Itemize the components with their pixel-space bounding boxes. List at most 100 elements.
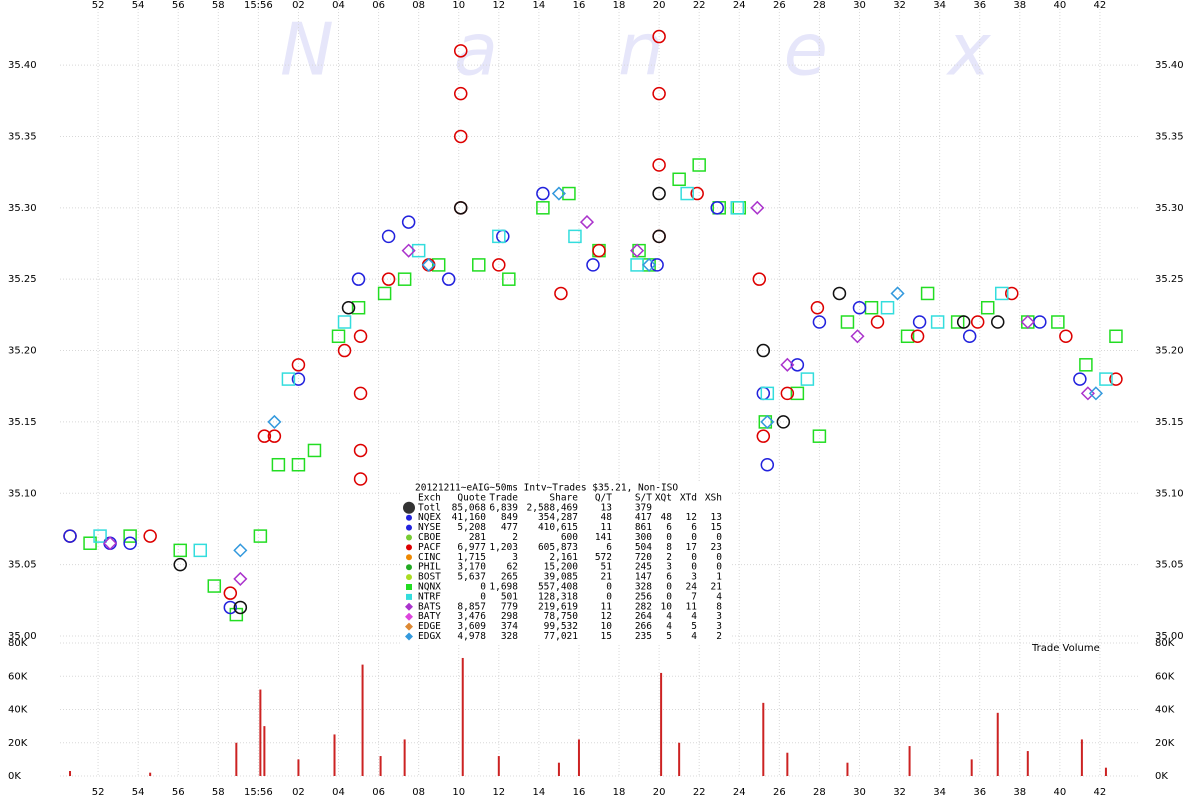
x-tick-label: 56	[172, 787, 185, 798]
trade-marker	[980, 300, 995, 315]
trade-marker	[812, 315, 827, 329]
trade-marker	[397, 272, 412, 286]
trade-marker	[1051, 315, 1065, 329]
trade-marker	[223, 600, 238, 615]
trade-marker	[267, 414, 282, 429]
row-icon	[406, 534, 412, 541]
x-tick-label: 24	[733, 0, 746, 11]
volume-bar	[577, 739, 580, 776]
row-icon	[406, 593, 412, 600]
trade-marker	[1021, 315, 1035, 329]
table-cell: CINC	[418, 552, 441, 563]
table-cell: 219,619	[538, 601, 578, 612]
table-cell: 501	[501, 591, 518, 602]
table-cell: 0	[716, 532, 722, 543]
x-tick-label: 42	[1094, 787, 1107, 798]
table-cell: 354,287	[538, 512, 578, 523]
table-cell: 0	[691, 532, 697, 543]
trade-marker	[411, 243, 426, 258]
trade-marker	[337, 343, 352, 358]
table-cell: 5	[666, 631, 672, 642]
table-cell: 12	[601, 611, 612, 622]
x-tick-label: 40	[1053, 787, 1066, 798]
trade-marker	[353, 329, 368, 344]
x-tick-label: 15:56	[244, 0, 273, 11]
trade-marker	[291, 372, 306, 386]
x-tick-label: 34	[933, 0, 946, 11]
trade-marker	[103, 536, 118, 551]
trade-marker	[586, 258, 600, 272]
trade-marker	[257, 429, 272, 443]
table-cell: 4,978	[457, 631, 486, 642]
volume-bar	[235, 742, 238, 776]
x-tick-label: 18	[613, 0, 626, 11]
x-tick-label: 20	[653, 0, 666, 11]
x-tick-label: 20	[653, 787, 666, 798]
y-tick-label: 60K	[8, 671, 28, 682]
trade-marker	[912, 315, 927, 329]
trade-marker	[840, 315, 855, 329]
table-header: Share	[549, 492, 578, 503]
volume-bar	[69, 771, 72, 776]
y-tick-label-right: 20K	[1155, 738, 1175, 749]
table-cell: 4	[691, 631, 697, 642]
trade-marker	[1099, 372, 1113, 386]
x-tick-label: 28	[813, 787, 826, 798]
trade-marker	[492, 229, 506, 244]
trade-marker	[562, 186, 576, 201]
table-cell: 5	[691, 621, 697, 632]
y-tick-label: 20K	[8, 738, 28, 749]
y-tick-label-right: 35.35	[1155, 131, 1184, 142]
table-cell: 0	[716, 552, 722, 563]
table-cell: NQNX	[418, 582, 441, 593]
trade-marker	[307, 443, 322, 458]
trade-marker	[690, 186, 704, 201]
table-header: Trade	[489, 492, 518, 503]
table-cell: 15,200	[544, 562, 579, 573]
table-cell: 328	[501, 631, 518, 642]
y-tick-label-right: 80K	[1155, 638, 1175, 649]
trade-marker	[337, 315, 352, 329]
trade-marker	[880, 300, 895, 315]
table-cell: 3,609	[457, 621, 486, 632]
volume-bar	[379, 756, 382, 776]
table-cell: 374	[501, 621, 518, 632]
x-tick-label: 56	[172, 0, 185, 11]
table-header: XTd	[680, 492, 697, 503]
table-cell: 0	[480, 591, 486, 602]
x-tick-label: 15:56	[244, 787, 273, 798]
table-cell: BATS	[418, 601, 441, 612]
trade-marker	[962, 329, 977, 344]
row-icon	[405, 612, 413, 621]
y-tick-label-right: 35.40	[1155, 60, 1184, 71]
table-cell: 6	[666, 572, 672, 583]
volume-bar	[333, 734, 336, 776]
table-cell: 21	[711, 582, 723, 593]
trade-marker	[852, 300, 867, 315]
x-tick-label: 06	[372, 0, 385, 11]
trade-marker	[780, 386, 795, 401]
trade-marker	[970, 315, 985, 329]
trade-marker	[890, 286, 905, 301]
trade-marker	[930, 315, 945, 329]
volume-bar	[497, 756, 500, 776]
trade-marker	[760, 414, 775, 429]
trade-marker	[492, 258, 506, 272]
y-tick-label: 40K	[8, 705, 28, 716]
row-icon	[405, 602, 413, 611]
table-cell: EDGX	[418, 631, 441, 642]
volume-bar	[762, 702, 765, 776]
table-cell: 3,170	[457, 562, 486, 573]
table-cell: 0	[716, 562, 722, 573]
table-cell: 572	[595, 552, 612, 563]
trade-marker	[453, 44, 468, 58]
y-tick-label: 35.10	[8, 488, 37, 499]
table-cell: Totl	[418, 502, 441, 513]
trade-marker	[632, 243, 646, 258]
volume-bar	[660, 672, 663, 776]
x-tick-label: 30	[853, 0, 866, 11]
table-cell: 7	[691, 591, 697, 602]
x-tick-label: 54	[132, 787, 145, 798]
trade-marker	[812, 429, 827, 443]
row-icon	[406, 564, 412, 571]
